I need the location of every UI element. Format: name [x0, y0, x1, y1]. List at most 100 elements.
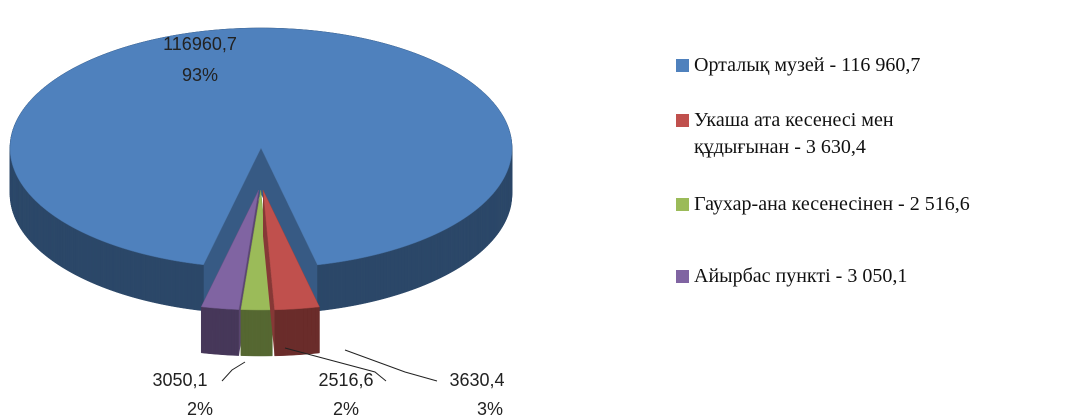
slice-wall — [445, 227, 449, 276]
legend-item: Айырбас пункті - 3 050,1 — [676, 263, 907, 290]
legend-item: Гаухар-ана кесенесінен - 2 516,6 — [676, 191, 970, 218]
slice-wall — [375, 253, 381, 301]
slice-wall — [458, 219, 462, 269]
slice-wall — [442, 228, 446, 278]
slice-wall — [109, 243, 114, 292]
slice-wall — [41, 205, 44, 255]
slice-wall — [59, 219, 63, 268]
slice-wall — [479, 204, 483, 254]
chart: 116960,7 93% 3630,4 3% 2516,6 2% 3050,1 2% — [9, 27, 513, 419]
slice-wall — [49, 212, 53, 262]
slice-wall — [137, 252, 142, 300]
slice-wall — [75, 228, 79, 277]
slice-wall — [171, 259, 176, 308]
slice-wall — [411, 242, 416, 291]
slice-wall — [93, 237, 97, 286]
slice-wall — [356, 257, 362, 306]
slice-wall — [278, 309, 284, 357]
slice-wall — [244, 309, 249, 357]
slice-wall — [424, 237, 428, 286]
slice — [240, 189, 273, 357]
slice-wall — [463, 216, 467, 265]
slice-wall — [87, 234, 91, 283]
slice-wall — [130, 250, 135, 298]
slice-wall — [47, 210, 51, 260]
slice-wall — [417, 239, 422, 288]
slice — [262, 189, 320, 357]
legend-swatch — [676, 59, 689, 72]
legend-label: Укаша ата кесенесі мен құдығынан - 3 630… — [694, 109, 894, 158]
slice-wall — [329, 262, 334, 310]
percent-label: 3% — [477, 399, 503, 419]
slice-wall — [470, 211, 474, 261]
leader-line — [344, 349, 438, 382]
slice-wall — [72, 227, 76, 276]
slice-wall — [333, 261, 338, 310]
slice-wall — [96, 238, 101, 287]
slice-wall — [430, 234, 435, 283]
slice-wall — [30, 194, 33, 245]
data-label: 3630,4 — [449, 370, 504, 390]
slice-wall — [84, 232, 88, 282]
slice-wall — [383, 251, 388, 300]
slice-wall — [337, 261, 342, 309]
slice-wall — [195, 263, 200, 311]
data-label: 116960,7 — [163, 34, 237, 54]
slice-wall — [43, 207, 47, 257]
slice-wall — [450, 224, 455, 273]
slice-wall — [421, 238, 425, 287]
slice-wall — [78, 230, 82, 279]
slice-wall — [483, 200, 486, 250]
slice-wall — [453, 222, 457, 272]
percent-label: 2% — [333, 399, 359, 419]
slice-wall — [298, 308, 304, 356]
slice-wall — [215, 307, 221, 355]
slice-wall — [345, 260, 350, 308]
slice-top — [200, 189, 259, 310]
slice-wall — [183, 261, 188, 310]
slice-wall — [303, 307, 308, 355]
slice-wall — [167, 259, 172, 307]
slice-wall — [208, 307, 213, 355]
slice-wall — [35, 200, 38, 250]
slice-side — [261, 148, 318, 311]
slice-wall — [123, 247, 128, 296]
slice-wall — [341, 260, 346, 308]
slice-wall — [466, 214, 470, 264]
legend-swatch — [676, 114, 689, 127]
slice-wall — [386, 250, 391, 299]
leader-line — [284, 347, 387, 382]
legend-label: Орталық музей - 116 960,7 — [694, 54, 921, 76]
slice-wall — [427, 236, 432, 285]
slice — [9, 27, 513, 312]
leader-line — [221, 361, 246, 382]
slice-wall — [69, 225, 74, 274]
slice-wall — [485, 199, 488, 249]
slice-wall — [231, 309, 236, 356]
slice-wall — [248, 309, 253, 357]
legend-swatch — [676, 198, 689, 211]
slice-wall — [133, 251, 138, 299]
slice-wall — [106, 242, 110, 291]
slice-top — [262, 189, 320, 311]
slice-wall — [414, 241, 419, 290]
slice-wall — [187, 262, 192, 310]
slice-wall — [52, 214, 56, 263]
slice-wall — [155, 256, 161, 305]
slice-wall — [204, 306, 209, 354]
slice-wall — [219, 308, 224, 356]
slice-wall — [473, 209, 476, 259]
slice-wall — [448, 225, 452, 275]
percent-label: 93% — [182, 65, 218, 85]
slice-wall — [64, 222, 68, 271]
slice-wall — [144, 254, 149, 302]
slice-top — [240, 189, 273, 311]
slice-wall — [67, 224, 71, 273]
slice-wall — [264, 309, 269, 357]
slice-wall — [487, 197, 490, 247]
slice-wall — [33, 198, 37, 248]
slice-wall — [54, 216, 58, 265]
slice-wall — [99, 239, 104, 288]
slice-wall — [294, 308, 300, 356]
